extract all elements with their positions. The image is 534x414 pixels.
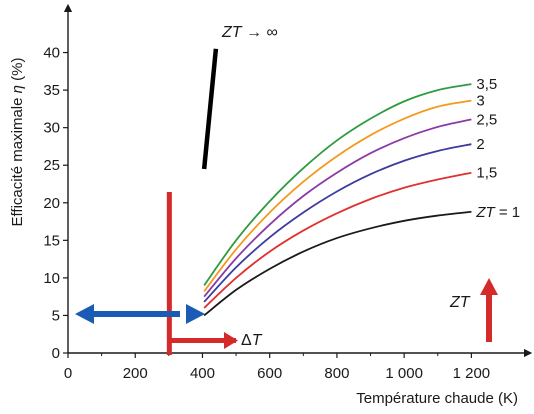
y-axis-title: Efficacité maximale η (%) — [9, 58, 26, 227]
series-label-zt-3: 3 — [476, 93, 484, 110]
series-label-zt-prefix: ZT — [475, 204, 496, 221]
x-tick-label: 400 — [190, 365, 215, 382]
series-line-zt-2 — [203, 143, 472, 303]
y-axis-title-suffix: (%) — [9, 58, 26, 86]
series-label-zt-1: ZT = 1 — [475, 204, 520, 221]
y-tick-label: 5 — [52, 307, 60, 324]
y-tick-label: 30 — [43, 120, 60, 137]
delta-t-arrow-head — [224, 332, 238, 349]
x-tick-label: 600 — [257, 365, 282, 382]
series-label-zt-2-5: 2,5 — [476, 111, 497, 128]
series-line-zt-3-5 — [203, 83, 472, 286]
series-line-zt-1 — [203, 210, 472, 317]
y-axis-title-eta: η — [9, 85, 26, 93]
x-tick-label: 0 — [64, 365, 72, 382]
x-tick-label: 200 — [123, 365, 148, 382]
series-label-zt-2: 2 — [476, 136, 484, 153]
series-label-zt-suffix: = 1 — [495, 204, 520, 221]
y-tick-label: 25 — [43, 157, 60, 174]
series-line-zt-3 — [203, 99, 472, 292]
zt-arrow-head — [480, 278, 498, 295]
zt-arrow-label: ZT — [449, 294, 471, 311]
y-tick-label: 0 — [52, 345, 60, 362]
y-tick-label: 10 — [43, 270, 60, 287]
x-axis-title: Température chaude (K) — [356, 390, 518, 407]
series-layer: ZT = 1 1,5 2 2,533,5 — [201, 48, 520, 317]
cold-double-arrow-left-head — [75, 304, 94, 324]
annotation-layer — [75, 192, 498, 355]
zt-infinity-label-zt: ZT — [221, 24, 243, 41]
series-line-zt-1-5 — [203, 171, 472, 309]
cold-temperature-bar — [166, 192, 172, 355]
y-tick-label: 15 — [43, 232, 60, 249]
x-tick-label: 1 200 — [453, 365, 491, 382]
delta-t-arrow-shaft — [168, 338, 236, 343]
zt-infinity-label: ZT → ∞ — [221, 24, 278, 41]
axes-layer: 0 200 400 600 800 1 000 1 200 0 5 10 15 20 25 30 35 40 — [43, 3, 533, 382]
y-tick-label: 40 — [43, 45, 60, 62]
x-tick-label: 1 000 — [385, 365, 423, 382]
zt-arrow-shaft — [486, 292, 492, 342]
series-label-zt-1-5: 1,5 — [476, 165, 497, 182]
zt-infinity-line — [201, 48, 219, 170]
delta-t-label: ΔT — [241, 332, 263, 349]
series-line-zt-2-5 — [203, 118, 472, 298]
x-tick-label: 800 — [324, 365, 349, 382]
delta-t-label-delta: Δ — [241, 332, 252, 349]
y-tick-label: 20 — [43, 195, 60, 212]
delta-t-label-t: T — [252, 332, 263, 349]
series-label-zt-3-5: 3,5 — [476, 76, 497, 93]
zt-infinity-label-arrow: → ∞ — [242, 24, 278, 41]
y-tick-label: 35 — [43, 82, 60, 99]
cold-double-arrow-shaft — [92, 311, 180, 317]
cold-double-arrow-right-head — [186, 304, 205, 324]
y-axis-title-prefix: Efficacité maximale — [9, 93, 26, 226]
